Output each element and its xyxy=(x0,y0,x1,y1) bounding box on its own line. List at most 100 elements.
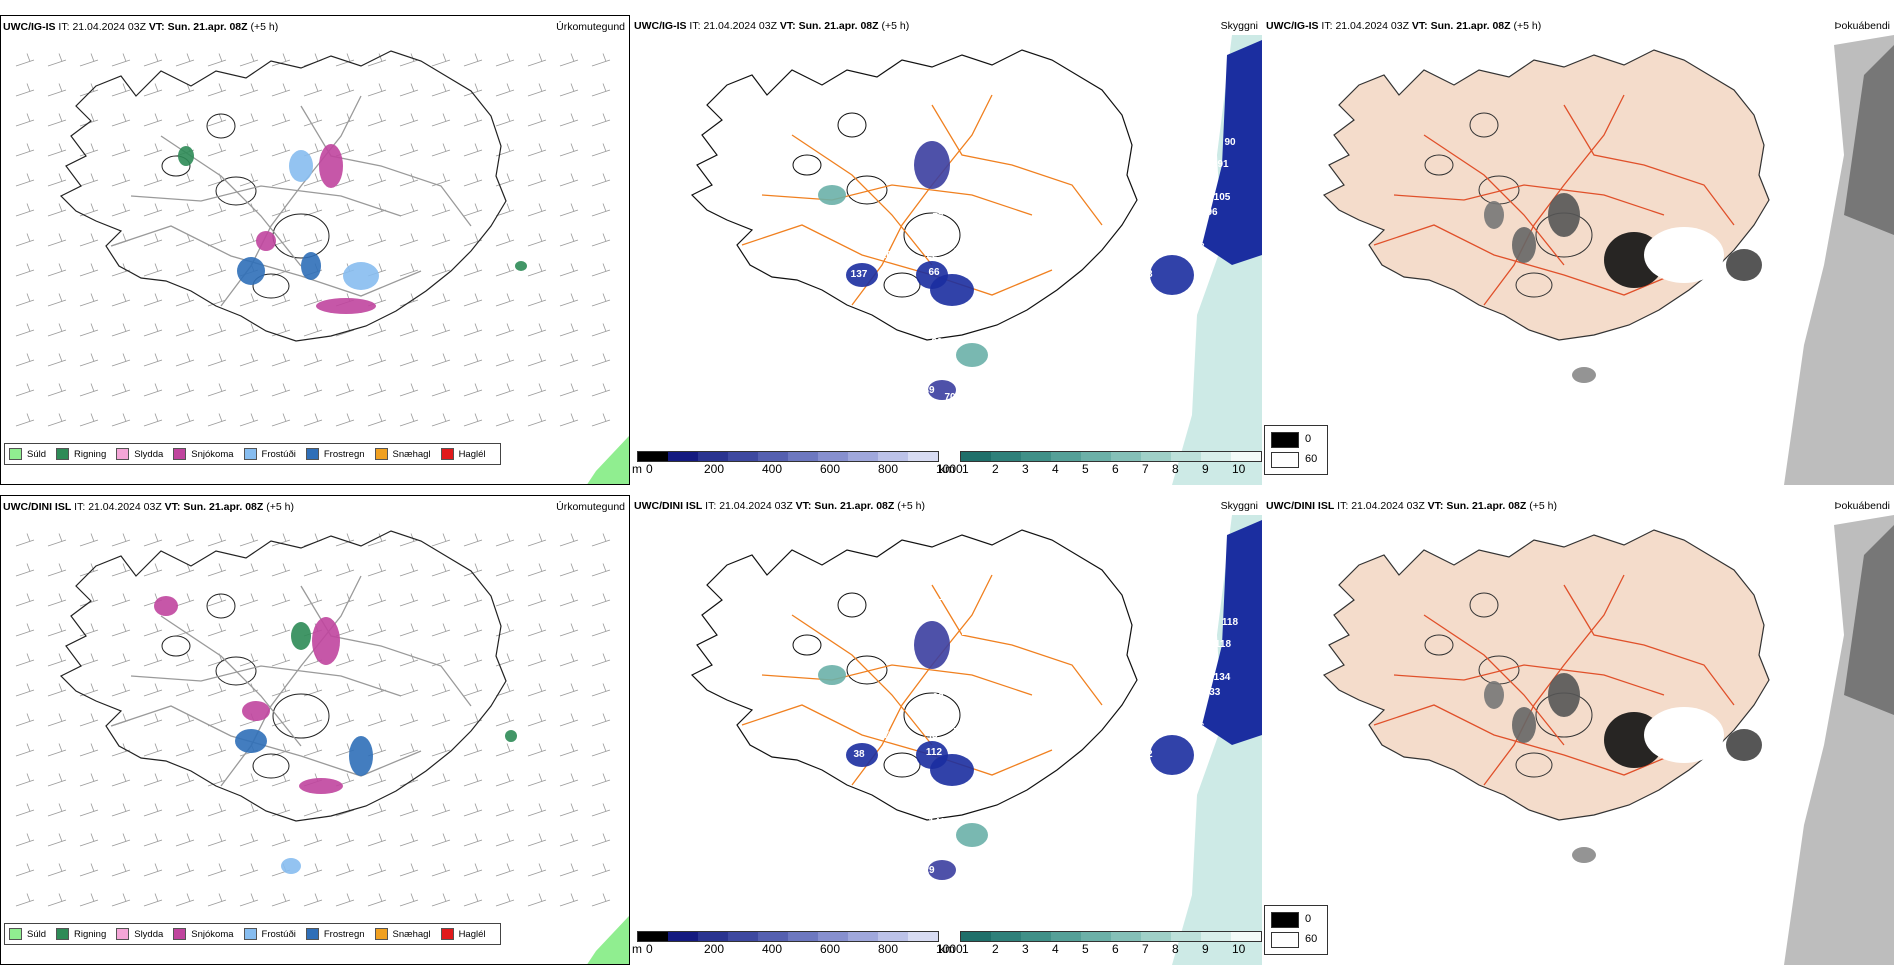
panel-title: UWC/DINI ISL IT: 21.04.2024 03Z VT: Sun.… xyxy=(1266,500,1557,512)
wind-barb xyxy=(527,533,547,547)
glacier-outline xyxy=(272,693,330,739)
wind-barb xyxy=(207,323,227,337)
wind-barb xyxy=(271,893,291,907)
wind-barb xyxy=(79,773,99,787)
cloud-base-label: 141 xyxy=(929,817,946,828)
wind-barb xyxy=(143,623,163,637)
cloud-base-label: 92 xyxy=(932,692,944,703)
visibility-tick: 3 xyxy=(1022,462,1029,476)
wind-barb xyxy=(47,323,67,337)
wind-barb xyxy=(367,623,387,637)
cloud-base-label: 56 xyxy=(998,732,1010,743)
wind-barb xyxy=(207,263,227,277)
wind-barb xyxy=(527,113,547,127)
cloud-base-label: 137 xyxy=(851,269,868,280)
glacier-outline xyxy=(837,592,867,618)
wind-barb xyxy=(367,713,387,727)
wind-barb xyxy=(527,593,547,607)
wind-barb xyxy=(47,83,67,97)
glacier-outline xyxy=(1515,752,1553,778)
wind-barb xyxy=(591,743,611,757)
wind-barb xyxy=(15,803,35,817)
wind-barb xyxy=(303,863,323,877)
wind-barb xyxy=(527,353,547,367)
wind-barb xyxy=(303,533,323,547)
wind-barb xyxy=(367,83,387,97)
wind-barb xyxy=(143,863,163,877)
fog-area xyxy=(1726,249,1762,281)
wind-barb xyxy=(47,893,67,907)
road-line xyxy=(761,184,1033,216)
wind-barb xyxy=(207,893,227,907)
wind-barb xyxy=(271,143,291,157)
glacier-outline xyxy=(846,655,888,685)
wind-barb xyxy=(175,743,195,757)
wind-barb xyxy=(207,623,227,637)
wind-barb xyxy=(495,563,515,577)
cloud-base-colorbar xyxy=(637,451,939,462)
wind-barb xyxy=(431,593,451,607)
wind-barb xyxy=(207,833,227,847)
road-line xyxy=(1373,224,1685,296)
wind-barb xyxy=(367,533,387,547)
wind-barb xyxy=(559,683,579,697)
wind-barb xyxy=(431,683,451,697)
fog-panel-bottom: UWC/DINI ISL IT: 21.04.2024 03Z VT: Sun.… xyxy=(1264,495,1894,965)
precip-area xyxy=(237,257,265,285)
legend-swatch xyxy=(173,928,187,940)
precip-area xyxy=(299,778,343,794)
visibility-area xyxy=(914,141,950,189)
legend-item: Frostúði xyxy=(243,448,296,460)
wind-barb xyxy=(15,53,35,67)
wind-barb xyxy=(559,323,579,337)
wind-barb xyxy=(47,863,67,877)
wind-barb xyxy=(47,743,67,757)
wind-barb xyxy=(143,173,163,187)
wind-barb xyxy=(431,653,451,667)
wind-barb xyxy=(399,713,419,727)
wind-barb xyxy=(271,293,291,307)
wind-barb xyxy=(591,713,611,727)
wind-barb xyxy=(79,803,99,817)
wind-barb xyxy=(239,53,259,67)
wind-barb xyxy=(335,533,355,547)
wind-barb xyxy=(591,383,611,397)
glacier-outline xyxy=(837,112,867,138)
road-line xyxy=(1423,134,1565,266)
wind-barb xyxy=(303,893,323,907)
wind-barb xyxy=(111,743,131,757)
wind-barb xyxy=(527,143,547,157)
wind-barb xyxy=(495,203,515,217)
wind-barb xyxy=(175,653,195,667)
wind-barb xyxy=(335,233,355,247)
wind-barb xyxy=(79,713,99,727)
wind-barb xyxy=(47,803,67,817)
glacier-outline xyxy=(883,272,921,298)
fog-legend-label: 0 xyxy=(1305,913,1312,925)
wind-barb xyxy=(303,233,323,247)
legend-item: Slydda xyxy=(116,448,163,460)
iceland-map xyxy=(1322,515,1894,965)
panel-title: UWC/DINI ISL IT: 21.04.2024 03Z VT: Sun.… xyxy=(634,500,925,512)
wind-barb xyxy=(303,353,323,367)
wind-barb xyxy=(207,593,227,607)
legend-item: Frostúði xyxy=(243,928,296,940)
wind-barb xyxy=(271,353,291,367)
wind-barb xyxy=(271,833,291,847)
visibility-unit: km xyxy=(939,462,955,476)
cloud-base-label: 66 xyxy=(928,267,940,278)
wind-barb xyxy=(463,173,483,187)
wind-barb xyxy=(495,323,515,337)
wind-barb xyxy=(527,173,547,187)
wind-barb xyxy=(463,263,483,277)
precip-area xyxy=(154,596,178,616)
legend-label: Slydda xyxy=(134,928,164,940)
fog-legend: 0 60 xyxy=(1264,425,1328,475)
precip-area xyxy=(319,144,343,188)
wind-barb xyxy=(79,53,99,67)
wind-barb xyxy=(143,803,163,817)
fog-clear-area xyxy=(1644,707,1724,763)
visibility-tick: 9 xyxy=(1202,462,1209,476)
wind-barb xyxy=(527,773,547,787)
wind-barb xyxy=(207,683,227,697)
